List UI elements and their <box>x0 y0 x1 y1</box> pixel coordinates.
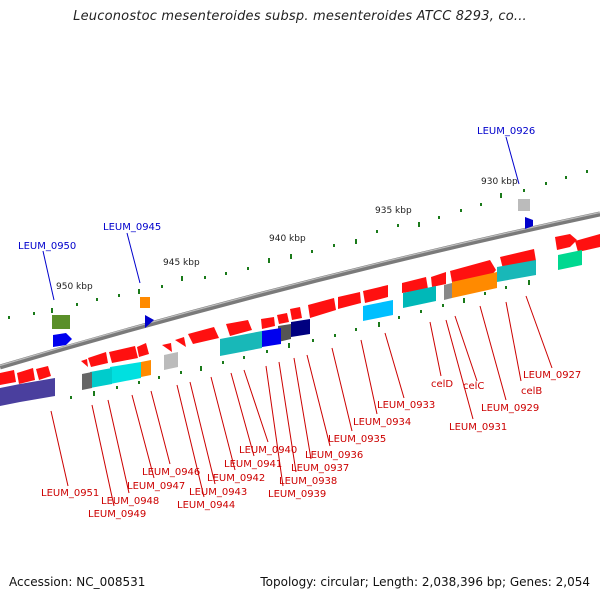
label-LEUM_0941[interactable]: LEUM_0941 <box>224 459 282 470</box>
accession-label: Accession: NC_008531 <box>9 575 146 589</box>
gene-0946-track[interactable] <box>141 360 151 377</box>
gene-0929-track[interactable] <box>497 260 536 282</box>
gene-0940-track[interactable] <box>262 328 281 347</box>
label-celB[interactable]: celB <box>521 386 542 397</box>
scale-label-940: 940 kbp <box>269 234 306 244</box>
gene-0939[interactable] <box>226 320 252 336</box>
lower-gene-labels: celD celC celB LEUM_0927 LEUM_0929 LEUM_… <box>41 370 581 520</box>
upper-strand-features <box>52 199 533 347</box>
label-LEUM_0951[interactable]: LEUM_0951 <box>41 488 99 499</box>
gene-cluster-right[interactable] <box>575 234 600 252</box>
gene-0952-track[interactable] <box>0 384 20 406</box>
gene-LEUM_0950[interactable] <box>52 315 70 329</box>
gene-0941[interactable] <box>188 327 219 344</box>
gene-0951b[interactable] <box>17 368 35 384</box>
gene-0944[interactable] <box>162 343 172 352</box>
gene-0938-track[interactable] <box>291 319 310 337</box>
gene-celD-track[interactable] <box>444 283 452 300</box>
gene-LEUM_0945-arrow[interactable] <box>145 315 154 328</box>
label-LEUM_0935[interactable]: LEUM_0935 <box>328 434 386 445</box>
gene-0941-track[interactable] <box>220 331 262 356</box>
label-LEUM_0936[interactable]: LEUM_0936 <box>305 450 363 461</box>
label-LEUM_0944[interactable]: LEUM_0944 <box>177 500 235 511</box>
gene-0947-track[interactable] <box>110 362 141 384</box>
gene-LEUM_0950-arrow[interactable] <box>53 333 72 347</box>
genome-summary: Topology: circular; Length: 2,038,396 bp… <box>260 575 590 589</box>
gene-celD[interactable] <box>431 272 446 287</box>
gene-0947[interactable] <box>109 346 138 363</box>
gene-0934[interactable] <box>338 292 361 309</box>
gene-0938[interactable] <box>261 317 275 329</box>
map-title: Leuconostoc mesenteroides subsp. mesente… <box>73 9 527 24</box>
gene-0931[interactable] <box>402 277 428 293</box>
gene-0951a[interactable] <box>36 366 51 380</box>
label-LEUM_0937[interactable]: LEUM_0937 <box>291 463 349 474</box>
gene-0951c[interactable] <box>0 370 16 385</box>
lower-label-connectors <box>50 295 553 507</box>
gene-0943[interactable] <box>175 337 186 347</box>
label-LEUM_0927[interactable]: LEUM_0927 <box>523 370 581 381</box>
gene-0937[interactable] <box>277 313 289 324</box>
label-LEUM_0940[interactable]: LEUM_0940 <box>239 445 297 456</box>
label-LEUM_0950[interactable]: LEUM_0950 <box>18 241 76 252</box>
label-celD[interactable]: celD <box>431 379 453 390</box>
gene-cluster-0927[interactable] <box>555 234 577 250</box>
label-LEUM_0943[interactable]: LEUM_0943 <box>189 487 247 498</box>
label-LEUM_0942[interactable]: LEUM_0942 <box>207 473 265 484</box>
label-LEUM_0947[interactable]: LEUM_0947 <box>127 481 185 492</box>
gene-0935[interactable] <box>308 298 336 318</box>
gene-0936[interactable] <box>290 307 302 320</box>
gene-0933-track[interactable] <box>363 300 393 321</box>
gene-0949-track[interactable] <box>90 368 112 388</box>
label-celC[interactable]: celC <box>463 381 484 392</box>
gene-0949[interactable] <box>81 359 88 367</box>
label-LEUM_0939[interactable]: LEUM_0939 <box>268 489 326 500</box>
gene-0929[interactable] <box>500 249 536 269</box>
gene-LEUM_0926-arrow[interactable] <box>525 217 533 229</box>
label-LEUM_0949[interactable]: LEUM_0949 <box>88 509 146 520</box>
gene-0948[interactable] <box>88 352 108 367</box>
scale-label-945: 945 kbp <box>163 258 200 268</box>
genome-backbone <box>0 211 600 370</box>
label-LEUM_0933[interactable]: LEUM_0933 <box>377 400 435 411</box>
gene-0948-track[interactable] <box>82 372 92 390</box>
scale-label-935: 935 kbp <box>375 206 412 216</box>
reverse-strand-features <box>0 250 582 406</box>
gene-0946[interactable] <box>137 343 149 357</box>
scale-dots <box>8 170 588 399</box>
gene-0927-track[interactable] <box>558 250 582 270</box>
gene-0933[interactable] <box>363 285 388 303</box>
label-LEUM_0931[interactable]: LEUM_0931 <box>449 422 507 433</box>
gene-celC-track[interactable] <box>452 272 497 298</box>
label-LEUM_0938[interactable]: LEUM_0938 <box>279 476 337 487</box>
scale-label-950: 950 kbp <box>56 282 93 292</box>
gene-0951-track[interactable] <box>20 378 55 402</box>
gene-0931-track[interactable] <box>403 286 436 308</box>
gene-0944-track[interactable] <box>164 352 178 370</box>
scale-label-930: 930 kbp <box>481 177 518 187</box>
forward-strand-genes <box>0 234 600 385</box>
label-LEUM_0946[interactable]: LEUM_0946 <box>142 467 200 478</box>
gene-0939-track[interactable] <box>278 324 291 342</box>
label-LEUM_0926[interactable]: LEUM_0926 <box>477 126 535 137</box>
gene-LEUM_0926[interactable] <box>518 199 530 211</box>
upper-label-connectors <box>42 136 520 301</box>
upper-gene-labels: LEUM_0926 LEUM_0945 LEUM_0950 <box>18 126 535 252</box>
label-LEUM_0948[interactable]: LEUM_0948 <box>101 496 159 507</box>
label-LEUM_0929[interactable]: LEUM_0929 <box>481 403 539 414</box>
label-LEUM_0934[interactable]: LEUM_0934 <box>353 417 411 428</box>
gene-LEUM_0945[interactable] <box>140 297 150 308</box>
label-LEUM_0945[interactable]: LEUM_0945 <box>103 222 161 233</box>
